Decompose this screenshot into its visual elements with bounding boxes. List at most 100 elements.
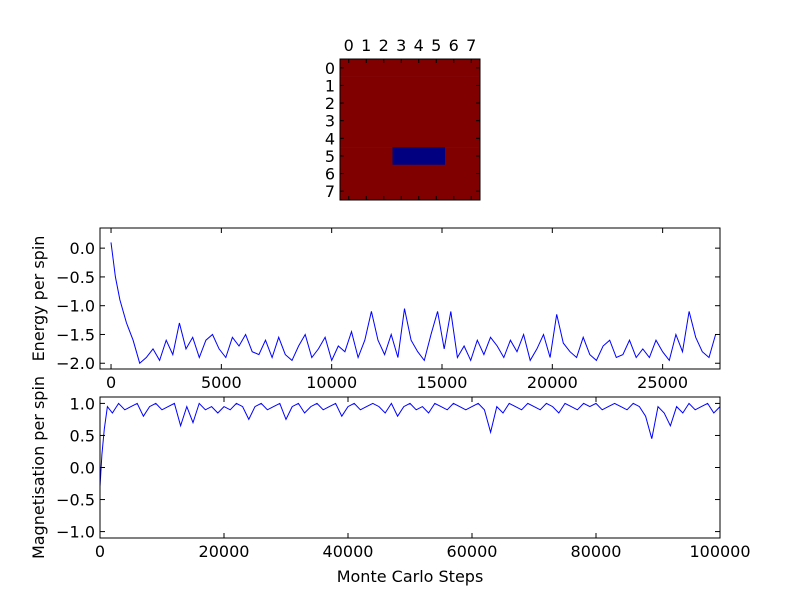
energy-y-ticks: 0.0 −0.5 −1.0 −1.5 −2.0 — [56, 239, 720, 373]
magnetisation-y-tick-label: 0.0 — [70, 459, 95, 478]
heatmap-x-tick-label: 5 — [431, 36, 441, 55]
heatmap-cell — [445, 59, 463, 77]
heatmap-cell — [445, 111, 463, 130]
heatmap-cell — [462, 59, 481, 77]
energy-axes-frame — [99, 227, 721, 370]
heatmap-cell — [427, 76, 446, 95]
heatmap-cell — [340, 111, 358, 130]
magnetisation-x-tick-label: 80000 — [571, 542, 622, 561]
heatmap-frame — [339, 58, 481, 201]
heatmap-y-tick-label: 1 — [325, 76, 335, 95]
heatmap-cell — [392, 147, 411, 166]
heatmap-cell — [340, 59, 358, 77]
energy-x-tick-label: 10000 — [306, 373, 357, 392]
energy-x-tick-label: 15000 — [417, 373, 468, 392]
heatmap-cell — [410, 111, 428, 130]
heatmap-cell — [410, 94, 428, 113]
heatmap-cell — [410, 59, 428, 77]
heatmap-cell — [392, 164, 411, 183]
heatmap-cell — [357, 129, 376, 148]
heatmap-x-tick-label: 0 — [344, 36, 354, 55]
heatmap-cell — [410, 147, 428, 166]
heatmap-cell — [340, 147, 358, 166]
heatmap-cell — [340, 94, 358, 113]
magnetisation-y-tick-label: 0.5 — [70, 426, 95, 445]
heatmap-cell — [462, 182, 481, 201]
heatmap-cell — [462, 76, 481, 95]
heatmap-cell — [445, 76, 463, 95]
energy-x-tick-label: 25000 — [637, 373, 688, 392]
magnetisation-axes-frame — [99, 396, 721, 539]
heatmap-cell — [392, 59, 411, 77]
x-axis-label: Monte Carlo Steps — [337, 567, 484, 586]
energy-y-label: Energy per spin — [29, 236, 48, 362]
heatmap-cell — [445, 182, 463, 201]
heatmap-cell — [427, 147, 446, 166]
heatmap-cell — [375, 129, 393, 148]
heatmap-cell — [445, 164, 463, 183]
magnetisation-x-tick-label: 100000 — [689, 542, 750, 561]
heatmap-cell — [392, 182, 411, 201]
heatmap-cell — [392, 129, 411, 148]
heatmap-cell — [340, 76, 358, 95]
heatmap-cell — [462, 111, 481, 130]
heatmap-cell — [357, 76, 376, 95]
heatmap-cell — [340, 182, 358, 201]
energy-plot: 0 5000 10000 15000 20000 25000 0.0 −0.5 −1.0 −1.… — [29, 227, 721, 392]
heatmap-cell — [392, 76, 411, 95]
heatmap-cell — [462, 164, 481, 183]
heatmap-x-tick-label: 6 — [449, 36, 459, 55]
magnetisation-series-line — [99, 402, 721, 487]
heatmap-cell — [410, 129, 428, 148]
heatmap-y-tick-label: 2 — [325, 94, 335, 113]
heatmap-x-tick-label: 4 — [414, 36, 424, 55]
heatmap-cell — [410, 182, 428, 201]
heatmap-cell — [392, 94, 411, 113]
heatmap-y-tick-label: 7 — [325, 182, 335, 201]
heatmap-cell — [427, 182, 446, 201]
heatmap-cell — [462, 129, 481, 148]
energy-x-tick-label: 20000 — [527, 373, 578, 392]
energy-y-tick-label: −1.0 — [56, 297, 95, 316]
heatmap-cell — [357, 94, 376, 113]
heatmap-cell — [445, 129, 463, 148]
magnetisation-x-tick-label: 20000 — [199, 542, 250, 561]
energy-y-tick-label: −1.5 — [56, 325, 95, 344]
heatmap-cell — [375, 182, 393, 201]
heatmap-cell — [375, 164, 393, 183]
magnetisation-y-tick-label: 1.0 — [70, 394, 95, 413]
magnetisation-x-tick-label: 40000 — [323, 542, 374, 561]
heatmap-cell — [375, 59, 393, 77]
heatmap-cell — [445, 94, 463, 113]
heatmap-y-tick-label: 4 — [325, 129, 335, 148]
heatmap-cell — [392, 111, 411, 130]
energy-x-tick-label: 0 — [106, 373, 116, 392]
magnetisation-y-tick-label: −0.5 — [56, 491, 95, 510]
heatmap-cell — [375, 147, 393, 166]
heatmap-x-tick-label: 1 — [361, 36, 371, 55]
magnetisation-x-tick-label: 60000 — [447, 542, 498, 561]
heatmap-cells — [340, 59, 481, 201]
heatmap-cell — [340, 164, 358, 183]
heatmap-cell — [427, 59, 446, 77]
magnetisation-x-tick-label: 0 — [95, 542, 105, 561]
heatmap-cell — [357, 164, 376, 183]
magnetisation-y-label: Magnetisation per spin — [29, 376, 48, 559]
energy-y-tick-label: 0.0 — [70, 239, 95, 258]
heatmap-cell — [445, 147, 463, 166]
heatmap-cell — [357, 147, 376, 166]
heatmap-cell — [357, 182, 376, 201]
heatmap-cell — [375, 76, 393, 95]
heatmap-cell — [427, 94, 446, 113]
heatmap-cell — [427, 111, 446, 130]
magnetisation-y-ticks: 1.0 0.5 0.0 −0.5 −1.0 — [56, 394, 720, 542]
magnetisation-y-tick-label: −1.0 — [56, 523, 95, 542]
energy-y-tick-label: −2.0 — [56, 354, 95, 373]
magnetisation-plot: 0 20000 40000 60000 80000 100000 1.00.50.0−0.… — [29, 376, 751, 586]
heatmap-x-tick-label: 2 — [379, 36, 389, 55]
heatmap-cell — [427, 164, 446, 183]
